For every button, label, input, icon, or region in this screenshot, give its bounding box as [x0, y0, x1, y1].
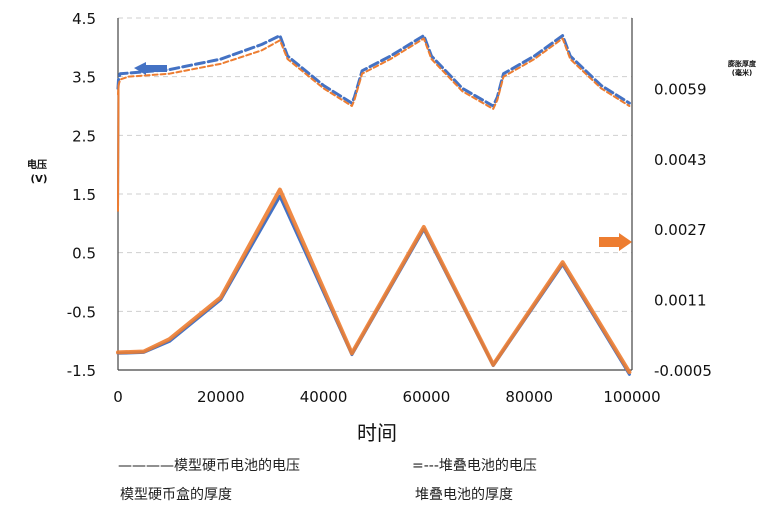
y-tick-left-label: 1.5 — [72, 186, 96, 204]
y-tick-left-label: 2.5 — [72, 127, 96, 145]
y-tick-left-label: 3.5 — [72, 69, 96, 87]
y-tick-left-label: 4.5 — [72, 10, 96, 28]
series-line-2 — [116, 194, 631, 376]
x-tick-label: 0 — [113, 388, 123, 406]
y-tick-right-label: 0.0027 — [654, 221, 707, 239]
y-axis-right-title: (毫米) — [732, 68, 752, 77]
series-initial-rise — [117, 85, 120, 212]
legend-item-coin-voltage: ————模型硬币电池的电压 — [118, 458, 300, 474]
y-tick-left-label: -1.5 — [67, 362, 96, 380]
y-axis-left-title: (V) — [31, 174, 48, 185]
x-tick-label: 40000 — [300, 388, 348, 406]
y-tick-left-label: -0.5 — [67, 303, 96, 321]
y-tick-left-label: 0.5 — [72, 245, 96, 263]
series-line-0 — [116, 34, 631, 108]
legend-item-stack-thickness: 堆叠电池的厚度 — [415, 487, 513, 503]
legend-item-stack-voltage: =---堆叠电池的电压 — [412, 458, 537, 474]
y-tick-right-label: 0.0043 — [654, 151, 707, 169]
x-tick-label: 60000 — [403, 388, 451, 406]
y-tick-right-label: -0.0005 — [654, 362, 712, 380]
right-axis-arrow-icon — [599, 233, 632, 251]
x-tick-label: 100000 — [603, 388, 660, 406]
axis-arrows — [134, 62, 632, 251]
series-line-1 — [117, 37, 631, 110]
y-tick-right-label: 0.0011 — [654, 292, 707, 310]
y-axis-left-title: 电压 — [27, 158, 47, 171]
legend-item-coin-thickness: 模型硬币盒的厚度 — [120, 487, 232, 503]
axis-labels: 时间 电压 (V) 膨胀厚度(毫米) — [27, 59, 757, 445]
x-tick-label: 80000 — [505, 388, 553, 406]
y-axis-right-title: 膨胀厚度 — [727, 59, 757, 68]
x-axis-title: 时间 — [357, 421, 397, 445]
series-line-3 — [116, 187, 632, 375]
left-axis-arrow-icon — [134, 62, 167, 75]
series-layer — [116, 34, 632, 376]
tick-labels: 4.5 3.5 2.5 1.5 0.5 -0.5 -1.5 0.0059 0.0043 0.002… — [67, 10, 712, 406]
grid — [118, 17, 632, 312]
y-tick-right-label: 0.0059 — [654, 80, 707, 98]
x-tick-label: 20000 — [197, 388, 245, 406]
